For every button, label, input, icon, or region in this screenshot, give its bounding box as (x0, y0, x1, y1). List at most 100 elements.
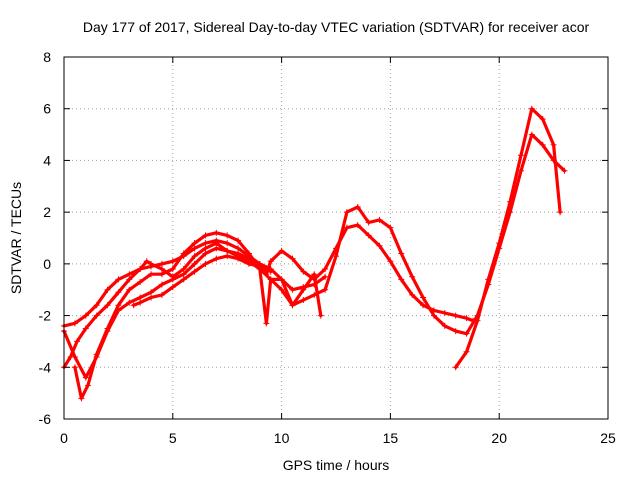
data-point (213, 237, 220, 244)
data-point (137, 294, 144, 301)
series-track-4 (73, 231, 323, 400)
y-tick-label: -4 (39, 359, 52, 375)
data-point (245, 260, 252, 267)
data-point (143, 258, 150, 265)
data-point (126, 299, 133, 306)
data-point (398, 250, 405, 257)
y-tick-label: 8 (43, 49, 51, 65)
data-point (441, 322, 448, 329)
data-point (169, 266, 176, 273)
data-point (474, 317, 481, 324)
data-point (213, 255, 220, 262)
data-point (130, 302, 137, 309)
data-point (158, 271, 165, 278)
data-point (235, 255, 242, 262)
y-tick-label: 6 (43, 101, 51, 117)
data-point (191, 245, 198, 252)
data-point (115, 276, 122, 283)
data-point (322, 286, 329, 293)
data-point (148, 271, 155, 278)
data-point (104, 325, 111, 332)
data-point (333, 253, 339, 260)
data-point (278, 286, 285, 293)
y-tick-label: -2 (39, 308, 52, 324)
data-point (202, 260, 209, 267)
data-point (71, 364, 78, 371)
data-point (71, 320, 78, 327)
data-point (322, 266, 329, 273)
y-tick-label: 0 (43, 256, 51, 272)
data-point (180, 250, 187, 257)
data-point (528, 105, 535, 112)
data-point (528, 131, 535, 138)
data-point (343, 209, 350, 216)
data-point (202, 240, 209, 247)
data-point (409, 273, 416, 280)
data-point (452, 328, 459, 335)
data-point (78, 395, 85, 402)
series-track-3 (62, 133, 567, 380)
data-point (180, 276, 187, 283)
data-point (517, 152, 524, 159)
grid (64, 57, 608, 419)
data-point (82, 325, 89, 332)
data-point (289, 255, 296, 262)
data-point (322, 273, 329, 280)
data-point (263, 320, 270, 327)
series-track-2 (62, 223, 475, 328)
data-point (148, 263, 155, 270)
data-point (213, 229, 220, 236)
data-point (158, 260, 165, 267)
data-point (104, 302, 111, 309)
y-axis-label: SDTVAR / TECUs (8, 182, 24, 294)
data-point (104, 286, 111, 293)
data-point (387, 258, 394, 265)
data-point (224, 253, 231, 260)
data-point (452, 364, 459, 371)
data-point (158, 281, 165, 288)
x-tick-label: 5 (169, 430, 177, 446)
data-point (93, 351, 100, 358)
data-point (137, 266, 144, 273)
data-point (267, 258, 274, 265)
data-point (245, 250, 252, 257)
y-tick-label: 2 (43, 204, 51, 220)
data-point (93, 312, 100, 319)
data-point (365, 232, 372, 239)
data-point (398, 276, 405, 283)
data-point (561, 167, 568, 174)
data-point (354, 222, 361, 229)
x-tick-label: 20 (491, 430, 507, 446)
x-tick-label: 10 (274, 430, 290, 446)
data-point (539, 141, 546, 148)
x-tick-label: 15 (383, 430, 399, 446)
data-point (267, 276, 274, 283)
data-point (224, 240, 231, 247)
data-point (507, 198, 514, 205)
x-axis-label: GPS time / hours (283, 457, 390, 473)
data-point (317, 312, 324, 319)
x-tick-label: 0 (60, 430, 68, 446)
data-point (115, 289, 122, 296)
data-point (343, 224, 350, 231)
data-point (158, 266, 165, 273)
data-point (463, 348, 470, 355)
plot-frame (63, 56, 609, 420)
data-point (539, 116, 546, 123)
data-point (126, 286, 133, 293)
axis-ticks: 0 5 10 15 20 25 -6 -4 -2 0 2 4 6 8 (39, 49, 616, 446)
data-point (557, 209, 564, 216)
data-point (441, 309, 448, 316)
data-point (115, 302, 122, 309)
data-point (84, 382, 91, 389)
data-point (452, 312, 459, 319)
data-point (191, 240, 198, 247)
chart-title: Day 177 of 2017, Sidereal Day-to-day VTE… (83, 19, 590, 35)
data-point (137, 299, 144, 306)
y-tick-label: 4 (43, 152, 51, 168)
data-point (180, 266, 187, 273)
data-point (430, 312, 437, 319)
y-tick-label: -6 (39, 411, 52, 427)
data-point (354, 203, 361, 210)
data-point (463, 330, 470, 337)
